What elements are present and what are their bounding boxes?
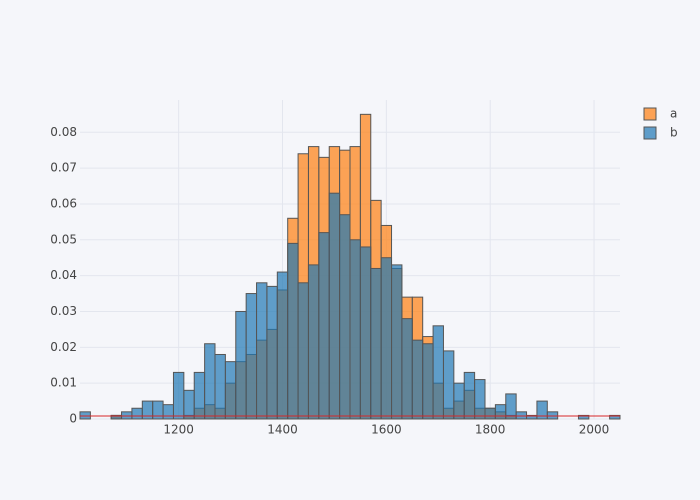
bar xyxy=(328,192,341,420)
y-tick-label: 0.08 xyxy=(50,125,77,139)
bar xyxy=(577,414,590,420)
bar xyxy=(505,393,517,420)
bar xyxy=(380,257,393,420)
y-tick-label: 0.04 xyxy=(50,268,77,282)
bar xyxy=(484,407,496,420)
legend-swatch xyxy=(643,107,657,121)
y-tick-label: 0.02 xyxy=(50,340,77,354)
bar xyxy=(359,246,372,420)
bar xyxy=(318,232,330,420)
x-tick-label: 1200 xyxy=(163,423,194,437)
x-tick-label: 1400 xyxy=(267,423,298,437)
y-tick-label: 0 xyxy=(69,412,77,426)
bar xyxy=(494,404,507,420)
bar xyxy=(297,282,309,420)
bar xyxy=(266,285,278,420)
bar xyxy=(172,371,185,420)
bar xyxy=(474,379,486,420)
bar xyxy=(411,339,424,420)
x-tick-label: 1600 xyxy=(371,423,402,437)
x-tick-label: 1800 xyxy=(475,423,506,437)
y-tick-label: 0.01 xyxy=(50,376,77,390)
bar xyxy=(432,325,444,420)
bar xyxy=(349,239,361,420)
bar xyxy=(245,293,258,420)
bar xyxy=(193,371,206,420)
labels: 0 0.01 0.02 0.03 0.04 0.05 0.06 0.07 0.08 1200 140… xyxy=(50,107,677,437)
legend-label: b xyxy=(670,126,678,140)
bar xyxy=(79,411,91,420)
bar xyxy=(256,282,268,420)
legend-swatch xyxy=(643,126,657,140)
bar xyxy=(204,343,216,420)
bar xyxy=(391,264,403,420)
y-tick-label: 0.07 xyxy=(50,161,77,175)
bar xyxy=(401,318,413,420)
bars xyxy=(79,113,621,420)
bar xyxy=(536,400,548,420)
y-tick-label: 0.06 xyxy=(50,196,77,210)
legend-label: a xyxy=(670,107,677,121)
bar xyxy=(214,353,226,420)
bar xyxy=(307,264,320,420)
bar xyxy=(287,242,299,420)
bar xyxy=(224,361,237,420)
bar xyxy=(422,343,434,420)
bar xyxy=(546,411,559,420)
bar xyxy=(121,411,133,420)
bar xyxy=(339,214,351,420)
bar xyxy=(276,271,289,420)
bar xyxy=(442,350,455,420)
y-tick-label: 0.03 xyxy=(50,304,77,318)
x-tick-label: 2000 xyxy=(579,423,610,437)
y-tick-label: 0.05 xyxy=(50,232,77,246)
bar xyxy=(235,310,247,420)
bar xyxy=(609,414,621,420)
bar xyxy=(453,382,465,420)
bar xyxy=(183,389,195,420)
bar xyxy=(162,404,174,420)
bar xyxy=(463,371,476,420)
bar xyxy=(131,407,143,420)
bar xyxy=(515,411,528,420)
bar xyxy=(370,267,382,420)
